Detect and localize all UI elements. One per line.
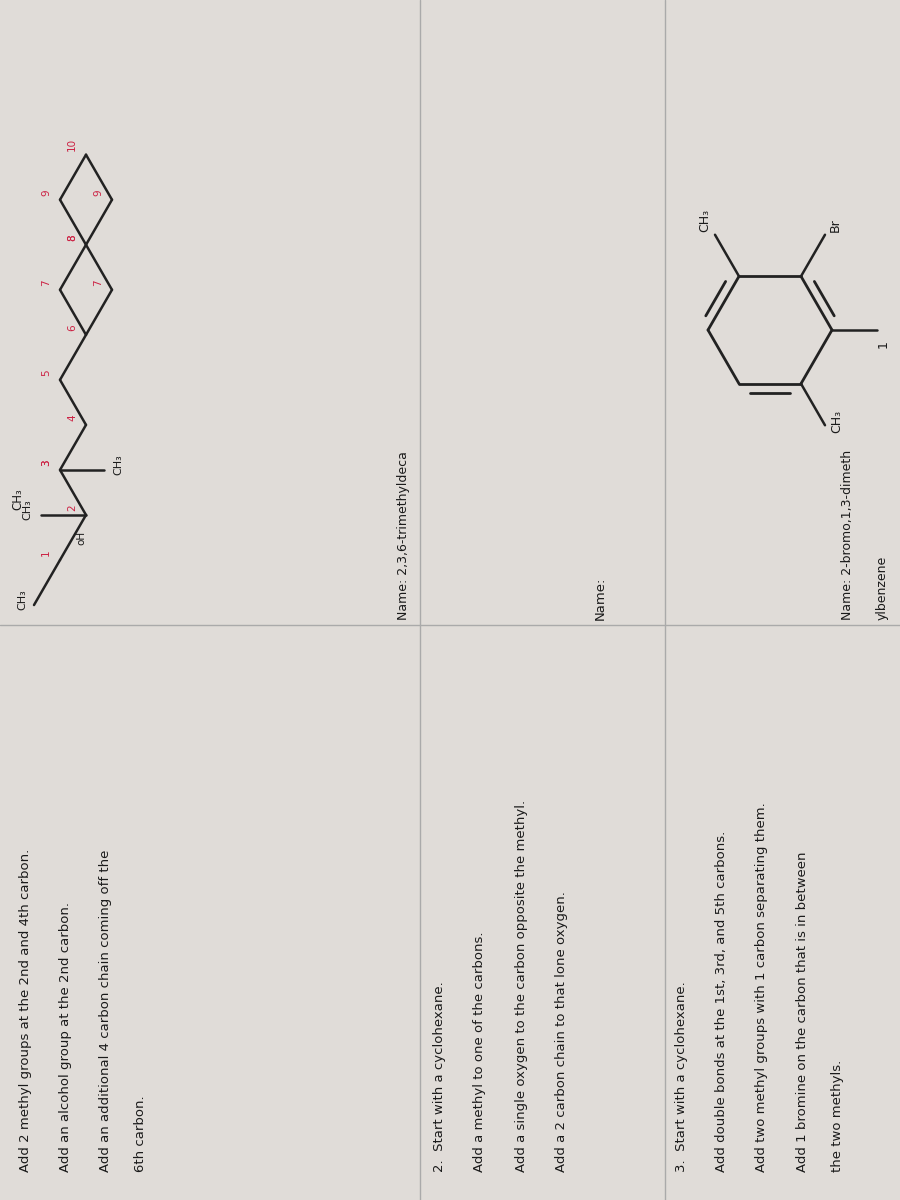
Text: 1: 1	[41, 550, 51, 556]
Text: 5: 5	[41, 370, 51, 376]
Text: Add a single oxygen to the carbon opposite the methyl.: Add a single oxygen to the carbon opposi…	[516, 800, 528, 1172]
Text: 3: 3	[41, 460, 51, 466]
Text: Add a methyl to one of the carbons.: Add a methyl to one of the carbons.	[473, 931, 487, 1172]
Text: 9: 9	[93, 190, 103, 196]
Text: Add an alcohol group at the 2nd carbon.: Add an alcohol group at the 2nd carbon.	[58, 902, 71, 1172]
Text: Add a 2 carbon chain to that lone oxygen.: Add a 2 carbon chain to that lone oxygen…	[555, 892, 569, 1172]
Text: 3.  Start with a cyclohexane.: 3. Start with a cyclohexane.	[676, 982, 688, 1172]
Text: CH₃: CH₃	[17, 589, 27, 610]
Text: 2: 2	[67, 504, 77, 511]
Text: 9: 9	[41, 190, 51, 196]
Text: Name: 2-bromo,1,3-dimeth: Name: 2-bromo,1,3-dimeth	[842, 450, 854, 620]
Text: 6: 6	[67, 324, 77, 331]
Text: Add 1 bromine on the carbon that is in between: Add 1 bromine on the carbon that is in b…	[796, 852, 808, 1172]
Text: 4: 4	[67, 414, 77, 421]
Text: 7: 7	[93, 280, 103, 286]
Text: 10: 10	[67, 138, 77, 151]
Text: oH: oH	[76, 530, 86, 545]
Text: CH₃: CH₃	[22, 499, 32, 520]
Text: CH₃: CH₃	[113, 454, 123, 475]
Text: Add 2 methyl groups at the 2nd and 4th carbon.: Add 2 methyl groups at the 2nd and 4th c…	[19, 848, 32, 1172]
Text: ylbenzene: ylbenzene	[876, 556, 888, 620]
Text: 7: 7	[41, 280, 51, 286]
Text: CH₃: CH₃	[12, 488, 24, 510]
Text: CH₃: CH₃	[698, 209, 712, 232]
Text: 1: 1	[877, 340, 889, 348]
Text: 6th carbon.: 6th carbon.	[133, 1096, 147, 1172]
Text: Add double bonds at the 1st, 3rd, and 5th carbons.: Add double bonds at the 1st, 3rd, and 5t…	[716, 830, 728, 1172]
Text: Br: Br	[829, 218, 842, 232]
Text: CH₃: CH₃	[831, 410, 843, 433]
Text: the two methyls.: the two methyls.	[832, 1060, 844, 1172]
Text: Name:: Name:	[593, 577, 607, 620]
Text: 2.  Start with a cyclohexane.: 2. Start with a cyclohexane.	[434, 982, 446, 1172]
Text: Add two methyl groups with 1 carbon separating them.: Add two methyl groups with 1 carbon sepa…	[755, 803, 769, 1172]
Text: 3: 3	[41, 460, 51, 466]
Text: 8: 8	[67, 234, 77, 241]
Text: Name: 2,3,6-trimethyldeca: Name: 2,3,6-trimethyldeca	[398, 451, 410, 620]
Text: Add an additional 4 carbon chain coming off the: Add an additional 4 carbon chain coming …	[98, 850, 112, 1172]
Text: 8: 8	[67, 234, 77, 241]
